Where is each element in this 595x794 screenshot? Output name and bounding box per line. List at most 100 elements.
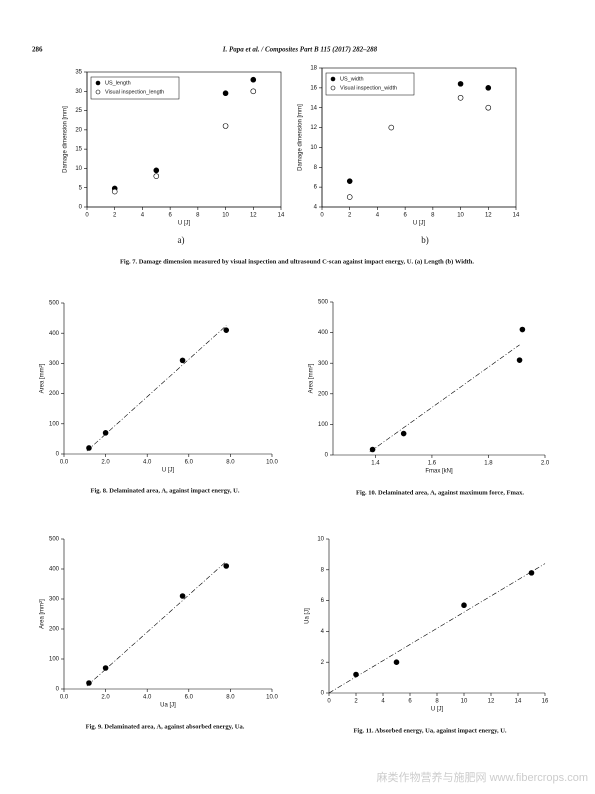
y-tick-label: 300 xyxy=(318,361,329,367)
x-axis-label: U [J] xyxy=(162,468,175,474)
page-number: 286 xyxy=(32,46,43,54)
y-tick-label: 20 xyxy=(75,127,82,133)
y-axis-label: Ua [J] xyxy=(305,608,311,624)
y-tick-label: 6 xyxy=(321,598,325,604)
running-head: I. Papa et al. / Composites Part B 115 (… xyxy=(222,46,378,54)
x-tick-label: 8.0 xyxy=(226,695,235,701)
data-point xyxy=(223,327,230,333)
caption: Fig. 7. Damage dimension measured by vis… xyxy=(120,258,474,265)
x-tick-label: 1.6 xyxy=(428,461,437,467)
y-tick-label: 100 xyxy=(318,422,329,428)
x-tick-label: 8.0 xyxy=(226,460,235,466)
x-tick-label: 4.0 xyxy=(143,695,152,701)
data-point xyxy=(393,659,400,666)
y-tick-label: 4 xyxy=(321,629,325,635)
data-point xyxy=(111,188,118,195)
x-axis-label: U [J] xyxy=(178,221,191,227)
data-point xyxy=(179,593,186,599)
sublabel: b) xyxy=(421,235,429,245)
x-tick-label: 10 xyxy=(222,213,229,219)
caption: Fig. 8. Delaminated area, A, against imp… xyxy=(90,487,239,494)
x-tick-label: 2 xyxy=(348,213,352,219)
y-tick-label: 500 xyxy=(49,301,60,307)
x-tick-label: 1.4 xyxy=(371,461,380,467)
x-tick-label: 6 xyxy=(408,699,412,705)
x-tick-label: 4.0 xyxy=(143,460,152,466)
x-tick-label: 0.0 xyxy=(60,695,69,701)
x-tick-label: 0 xyxy=(320,213,324,219)
x-tick-label: 6.0 xyxy=(185,460,194,466)
x-tick-label: 16 xyxy=(542,699,549,705)
trend-line xyxy=(86,325,227,452)
y-tick-label: 10 xyxy=(310,145,317,151)
trend-line xyxy=(86,561,227,687)
y-tick-label: 200 xyxy=(49,627,60,633)
data-point xyxy=(353,671,359,678)
y-tick-label: 500 xyxy=(49,537,60,543)
y-tick-label: 0 xyxy=(79,205,83,211)
x-tick-label: 2.0 xyxy=(541,461,550,467)
data-point xyxy=(528,570,535,576)
legend-label: Visual inspection_length xyxy=(105,89,164,95)
y-tick-label: 25 xyxy=(75,108,82,114)
y-tick-label: 0 xyxy=(56,452,60,458)
data-point xyxy=(457,81,464,87)
y-tick-label: 35 xyxy=(75,70,82,76)
y-axis-label: Area [mm²] xyxy=(40,599,46,629)
caption: Fig. 10. Delaminated area, A, against ma… xyxy=(356,489,524,496)
x-tick-label: 4 xyxy=(376,213,380,219)
legend-marker xyxy=(95,80,101,86)
data-point xyxy=(346,194,353,200)
x-tick-label: 4 xyxy=(381,699,385,705)
y-tick-label: 10 xyxy=(75,166,82,172)
y-tick-label: 8 xyxy=(321,567,325,573)
x-tick-label: 10.0 xyxy=(266,695,278,701)
data-point xyxy=(223,563,230,569)
y-tick-label: 8 xyxy=(314,165,318,171)
y-axis-label: Area [mm²] xyxy=(40,363,46,393)
y-tick-label: 30 xyxy=(75,89,82,95)
x-tick-label: 8 xyxy=(196,213,200,219)
data-point xyxy=(457,94,464,101)
data-point xyxy=(369,446,376,453)
x-tick-label: 2.0 xyxy=(101,460,110,466)
legend-label: US_length xyxy=(105,80,131,86)
x-tick-label: 6.0 xyxy=(185,695,194,701)
y-axis-label: Area [mm²] xyxy=(309,363,315,393)
sublabel: a) xyxy=(178,235,185,245)
y-tick-label: 200 xyxy=(49,391,60,397)
x-tick-label: 0 xyxy=(85,213,89,219)
x-axis-label: U [J] xyxy=(431,707,444,713)
legend-marker xyxy=(330,85,336,91)
data-point xyxy=(179,357,186,364)
y-tick-label: 6 xyxy=(314,185,318,191)
plot-frame xyxy=(321,67,517,208)
legend-label: Visual inspection_width xyxy=(340,85,397,91)
x-tick-label: 6 xyxy=(403,213,407,219)
data-point xyxy=(102,430,109,436)
trend-line xyxy=(369,344,520,453)
data-point xyxy=(485,104,492,111)
y-tick-label: 0 xyxy=(56,687,60,693)
trend-line xyxy=(328,563,546,694)
x-tick-label: 1.8 xyxy=(484,461,493,467)
legend-label: US_width xyxy=(340,76,364,82)
data-point xyxy=(86,445,92,451)
y-axis-label: Damage dimension [mm] xyxy=(63,106,69,173)
data-point xyxy=(346,178,353,184)
plot-frame xyxy=(86,71,282,208)
caption: Fig. 11. Absorbed energy, Ua, against im… xyxy=(353,727,506,734)
x-tick-label: 10 xyxy=(457,213,464,219)
x-tick-label: 14 xyxy=(278,213,285,219)
y-tick-label: 100 xyxy=(49,421,60,427)
x-axis-label: Fmax [kN] xyxy=(425,469,453,475)
data-point xyxy=(461,602,467,609)
data-point xyxy=(388,124,395,131)
data-point xyxy=(519,326,526,333)
y-tick-label: 200 xyxy=(318,391,329,397)
y-tick-label: 100 xyxy=(49,657,60,663)
data-point xyxy=(86,680,92,686)
y-tick-label: 10 xyxy=(317,537,324,543)
x-tick-label: 10 xyxy=(461,699,468,705)
x-tick-label: 2 xyxy=(113,213,117,219)
